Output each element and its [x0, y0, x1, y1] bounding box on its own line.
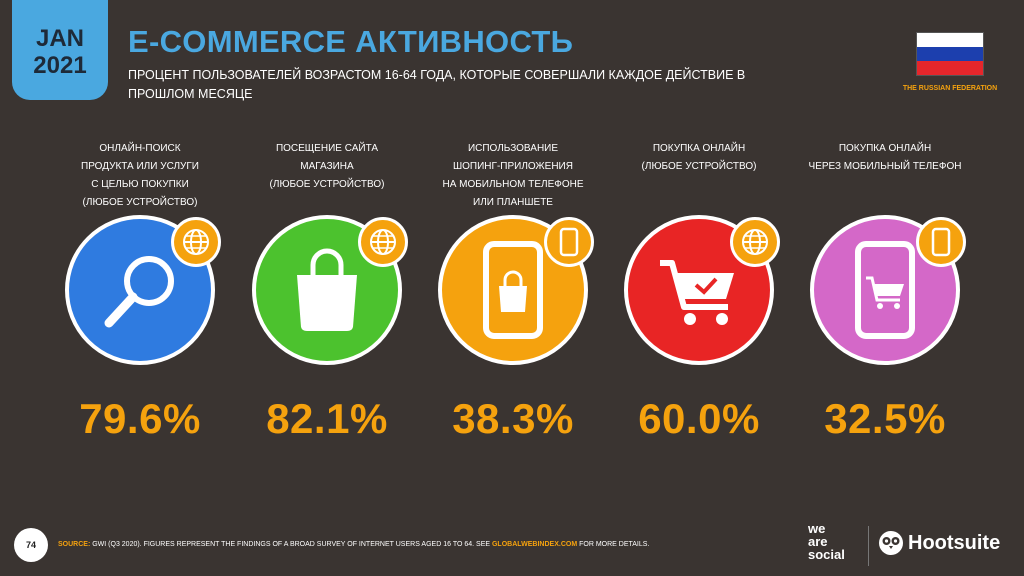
country-name: THE RUSSIAN FEDERATION	[902, 85, 998, 92]
globe-icon	[183, 229, 209, 255]
metric-card-mobile-purchase: ПОКУПКА ОНЛАЙН ЧЕРЕЗ МОБИЛЬНЫЙ ТЕЛЕФОН	[795, 140, 975, 442]
metric-label-line: ЧЕРЕЗ МОБИЛЬНЫЙ ТЕЛЕФОН	[808, 161, 962, 172]
date-year: 2021	[33, 52, 87, 79]
date-month: JAN	[35, 25, 84, 52]
metric-card-shopping-app: ИСПОЛЬЗОВАНИЕ ШОПИНГ-ПРИЛОЖЕНИЯ НА МОБИЛ…	[423, 140, 603, 442]
metric-label-line: ИСПОЛЬЗОВАНИЕ	[467, 143, 559, 154]
globe-badge	[730, 217, 780, 267]
flag-stripe-blue	[917, 46, 983, 61]
metric-label: ИСПОЛЬЗОВАНИЕ ШОПИНГ-ПРИЛОЖЕНИЯ НА МОБИЛ…	[423, 140, 603, 212]
metric-label: ПОСЕЩЕНИЕ САЙТА МАГАЗИНА (ЛЮБОЕ УСТРОЙСТ…	[237, 140, 417, 212]
flag-stripe-red	[917, 60, 983, 75]
metric-label-line: ПРОДУКТА ИЛИ УСЛУГИ	[81, 161, 199, 172]
phone-icon	[559, 227, 579, 257]
metric-circle-wrap	[624, 215, 780, 365]
page-subtitle: ПРОЦЕНТ ПОЛЬЗОВАТЕЛЕЙ ВОЗРАСТОМ 16-64 ГО…	[128, 68, 746, 101]
globe-icon	[370, 229, 396, 255]
metric-value: 82.1%	[266, 395, 388, 442]
metric-value: 60.0%	[638, 395, 760, 442]
metric-value: 79.6%	[79, 395, 201, 442]
metric-circle-wrap	[438, 215, 594, 365]
page-title: E-COMMERCE АКТИВНОСТЬ	[128, 24, 574, 59]
we-are-social-logo: we are social	[808, 521, 845, 562]
metric-value: 38.3%	[452, 395, 574, 442]
metric-label-line: ОНЛАЙН-ПОИСК	[99, 143, 181, 154]
phone-icon	[931, 227, 951, 257]
metric-label-line: (ЛЮБОЕ УСТРОЙСТВО)	[269, 179, 385, 190]
source-label: SOURCE:	[58, 541, 91, 548]
metric-label: ПОКУПКА ОНЛАЙН (ЛЮБОЕ УСТРОЙСТВО)	[609, 140, 789, 212]
phone-bag-icon	[483, 241, 543, 339]
shopping-bag-icon	[297, 248, 357, 331]
metric-card-store-visit: ПОСЕЩЕНИЕ САЙТА МАГАЗИНА (ЛЮБОЕ УСТРОЙСТ…	[237, 140, 417, 442]
cart-icon	[660, 260, 734, 325]
hootsuite-wordmark: Hootsuite	[908, 531, 1001, 554]
source-note: SOURCE: GWI (Q3 2020). FIGURES REPRESENT…	[58, 541, 649, 548]
metric-circle-wrap	[810, 215, 966, 365]
metric-label: ПОКУПКА ОНЛАЙН ЧЕРЕЗ МОБИЛЬНЫЙ ТЕЛЕФОН	[795, 140, 975, 212]
owl-icon	[879, 531, 903, 555]
hootsuite-logo: Hootsuite	[878, 530, 1000, 556]
metric-label-line: ИЛИ ПЛАНШЕТЕ	[473, 197, 553, 208]
metric-label-line: С ЦЕЛЬЮ ПОКУПКИ	[91, 179, 189, 190]
metric-label-line: ПОКУПКА ОНЛАЙН	[838, 143, 932, 154]
metric-value: 32.5%	[824, 395, 946, 442]
metric-label-line: ПОКУПКА ОНЛАЙН	[652, 143, 746, 154]
magnifier-icon	[104, 256, 174, 328]
metric-label-line: ШОПИНГ-ПРИЛОЖЕНИЯ	[452, 161, 573, 172]
flag-stripe-white	[917, 33, 983, 47]
logo-divider	[868, 526, 869, 566]
metric-label: ОНЛАЙН-ПОИСК ПРОДУКТА ИЛИ УСЛУГИ С ЦЕЛЬЮ…	[50, 140, 230, 212]
russia-flag-icon	[916, 32, 984, 76]
globe-badge	[171, 217, 221, 267]
metric-label-line: (ЛЮБОЕ УСТРОЙСТВО)	[641, 161, 757, 172]
metric-card-online-purchase: ПОКУПКА ОНЛАЙН (ЛЮБОЕ УСТРОЙСТВО)	[609, 140, 789, 442]
metric-circle-wrap	[252, 215, 408, 365]
page-number: 74	[14, 528, 48, 562]
source-text: GWI (Q3 2020). FIGURES REPRESENT THE FIN…	[90, 541, 492, 548]
source-tail: FOR MORE DETAILS.	[577, 541, 650, 548]
metric-circle-wrap	[65, 215, 221, 365]
globe-badge	[358, 217, 408, 267]
metric-label-line: ПОСЕЩЕНИЕ САЙТА	[275, 143, 379, 154]
metric-card-search: ОНЛАЙН-ПОИСК ПРОДУКТА ИЛИ УСЛУГИ С ЦЕЛЬЮ…	[50, 140, 230, 442]
date-badge: JAN 2021	[12, 0, 108, 100]
metric-label-line: МАГАЗИНА	[300, 161, 354, 172]
metric-label-line: (ЛЮБОЕ УСТРОЙСТВО)	[82, 197, 198, 208]
phone-badge	[544, 217, 594, 267]
globe-icon	[742, 229, 768, 255]
metric-label-line: НА МОБИЛЬНОМ ТЕЛЕФОНЕ	[442, 179, 584, 190]
phone-cart-icon	[855, 241, 915, 339]
source-link[interactable]: GLOBALWEBINDEX.COM	[491, 541, 578, 548]
phone-badge	[916, 217, 966, 267]
